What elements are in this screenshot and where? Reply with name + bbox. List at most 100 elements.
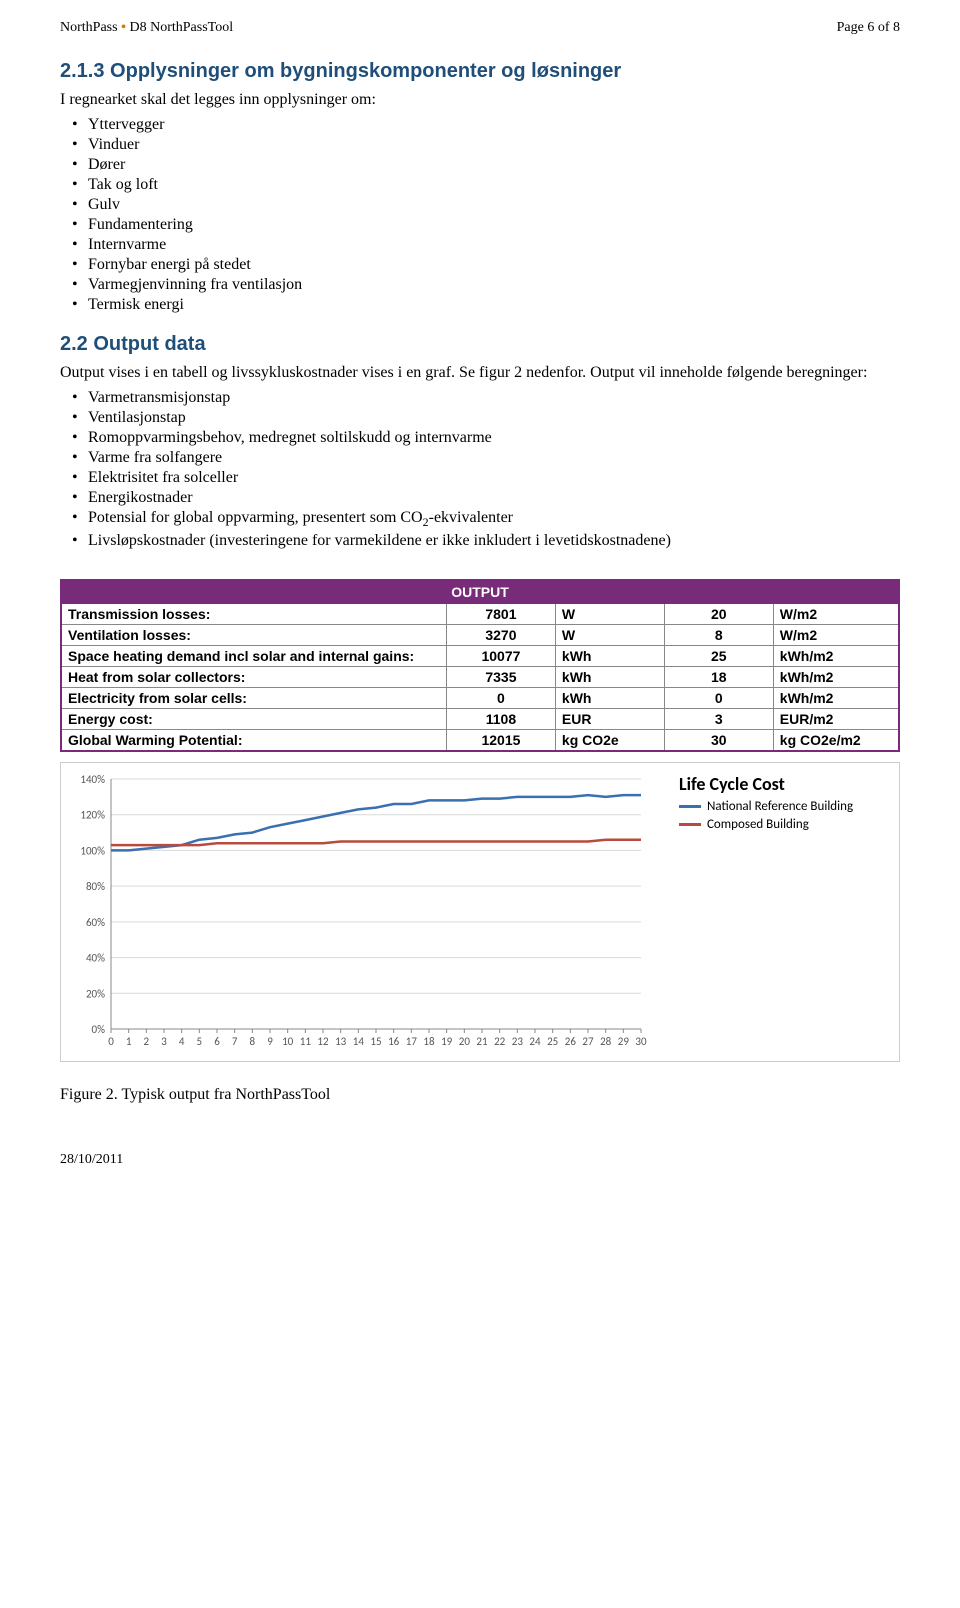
svg-text:15: 15: [370, 1035, 381, 1048]
svg-text:2: 2: [144, 1035, 150, 1048]
svg-text:10: 10: [282, 1035, 294, 1048]
list-item: Livsløpskostnader (investeringene for va…: [88, 531, 900, 551]
row-val1: 7335: [446, 667, 555, 688]
svg-text:18: 18: [423, 1035, 435, 1048]
table-row: Energy cost:1108EUR3EUR/m2: [61, 709, 899, 730]
svg-text:22: 22: [494, 1035, 506, 1048]
svg-text:100%: 100%: [80, 845, 105, 858]
life-cycle-chart: 0%20%40%60%80%100%120%140%01234567891011…: [69, 769, 659, 1059]
table-row: Heat from solar collectors:7335kWh18kWh/…: [61, 667, 899, 688]
list-item: Energikostnader: [88, 488, 900, 508]
chart-legend: National Reference Building Composed Buil…: [679, 799, 853, 832]
row-val1: 7801: [446, 604, 555, 625]
svg-text:9: 9: [267, 1035, 273, 1048]
svg-text:4: 4: [179, 1035, 185, 1048]
table-row: Space heating demand incl solar and inte…: [61, 646, 899, 667]
row-unit1: kWh: [555, 667, 664, 688]
row-unit2: W/m2: [773, 625, 899, 646]
brand-left: NorthPass: [60, 20, 118, 35]
row-val1: 3270: [446, 625, 555, 646]
row-val2: 0: [664, 688, 773, 709]
row-unit2: kWh/m2: [773, 667, 899, 688]
life-cycle-chart-container: 0%20%40%60%80%100%120%140%01234567891011…: [60, 762, 900, 1062]
row-unit2: W/m2: [773, 604, 899, 625]
row-label: Transmission losses:: [61, 604, 446, 625]
svg-text:14: 14: [353, 1035, 365, 1048]
section-22-heading: 2.2 Output data: [60, 333, 900, 356]
row-unit1: W: [555, 625, 664, 646]
list-item: Potensial for global oppvarming, present…: [88, 508, 900, 531]
row-unit2: kWh/m2: [773, 646, 899, 667]
svg-text:1: 1: [126, 1035, 132, 1048]
list-item: Termisk energi: [88, 295, 900, 315]
list-item: Varmegjenvinning fra ventilasjon: [88, 275, 900, 295]
svg-text:7: 7: [232, 1035, 238, 1048]
svg-text:30: 30: [635, 1035, 647, 1048]
svg-text:3: 3: [161, 1035, 167, 1048]
svg-text:21: 21: [476, 1035, 488, 1048]
legend-swatch: [679, 823, 701, 826]
row-label: Electricity from solar cells:: [61, 688, 446, 709]
svg-text:6: 6: [214, 1035, 220, 1048]
brand-mid: D8: [129, 20, 146, 35]
row-unit2: kWh/m2: [773, 688, 899, 709]
svg-text:60%: 60%: [86, 916, 105, 929]
section-213-heading: 2.1.3 Opplysninger om bygningskomponente…: [60, 60, 900, 83]
row-val2: 30: [664, 730, 773, 752]
row-val2: 20: [664, 604, 773, 625]
chart-title: Life Cycle Cost: [679, 773, 853, 795]
svg-text:5: 5: [197, 1035, 203, 1048]
row-unit1: kWh: [555, 646, 664, 667]
output-table-title: OUTPUT: [61, 580, 899, 604]
svg-text:17: 17: [406, 1035, 418, 1048]
svg-text:20%: 20%: [86, 987, 105, 1000]
table-row: Ventilation losses:3270W8W/m2: [61, 625, 899, 646]
svg-text:24: 24: [529, 1035, 541, 1048]
row-unit1: kg CO2e: [555, 730, 664, 752]
list-item: Ventilasjonstap: [88, 408, 900, 428]
legend-item: National Reference Building: [679, 799, 853, 814]
input-items-list: YtterveggerVinduerDørerTak og loftGulvFu…: [60, 115, 900, 315]
header-left: NorthPass • D8 NorthPassTool: [60, 20, 233, 36]
svg-text:26: 26: [565, 1035, 577, 1048]
row-val1: 12015: [446, 730, 555, 752]
section-22-para: Output vises i en tabell og livssyklusko…: [60, 364, 900, 382]
list-item: Romoppvarmingsbehov, medregnet soltilsku…: [88, 428, 900, 448]
brand-right: NorthPassTool: [150, 20, 233, 35]
row-val1: 0: [446, 688, 555, 709]
svg-text:20: 20: [459, 1035, 471, 1048]
list-item: Gulv: [88, 195, 900, 215]
svg-text:23: 23: [512, 1035, 524, 1048]
row-unit2: kg CO2e/m2: [773, 730, 899, 752]
table-row: Electricity from solar cells:0kWh0kWh/m2: [61, 688, 899, 709]
list-item: Fornybar energi på stedet: [88, 255, 900, 275]
table-row: Global Warming Potential:12015kg CO2e30k…: [61, 730, 899, 752]
row-label: Energy cost:: [61, 709, 446, 730]
row-val1: 10077: [446, 646, 555, 667]
row-val2: 25: [664, 646, 773, 667]
legend-label: National Reference Building: [707, 799, 853, 814]
output-table: OUTPUT Transmission losses:7801W20W/m2Ve…: [60, 579, 900, 752]
svg-text:11: 11: [300, 1035, 312, 1048]
svg-text:120%: 120%: [80, 809, 105, 822]
svg-text:16: 16: [388, 1035, 400, 1048]
row-val2: 8: [664, 625, 773, 646]
row-label: Heat from solar collectors:: [61, 667, 446, 688]
list-item: Internvarme: [88, 235, 900, 255]
row-label: Ventilation losses:: [61, 625, 446, 646]
svg-text:28: 28: [600, 1035, 612, 1048]
svg-text:19: 19: [441, 1035, 453, 1048]
row-label: Space heating demand incl solar and inte…: [61, 646, 446, 667]
row-val2: 18: [664, 667, 773, 688]
svg-text:8: 8: [250, 1035, 256, 1048]
svg-text:140%: 140%: [80, 773, 105, 786]
svg-text:40%: 40%: [86, 952, 105, 965]
row-unit1: EUR: [555, 709, 664, 730]
legend-swatch: [679, 805, 701, 808]
figure-caption: Figure 2. Typisk output fra NorthPassToo…: [60, 1086, 900, 1104]
list-item: Varmetransmisjonstap: [88, 388, 900, 408]
table-row: Transmission losses:7801W20W/m2: [61, 604, 899, 625]
row-unit1: W: [555, 604, 664, 625]
legend-item: Composed Building: [679, 817, 853, 832]
row-val1: 1108: [446, 709, 555, 730]
